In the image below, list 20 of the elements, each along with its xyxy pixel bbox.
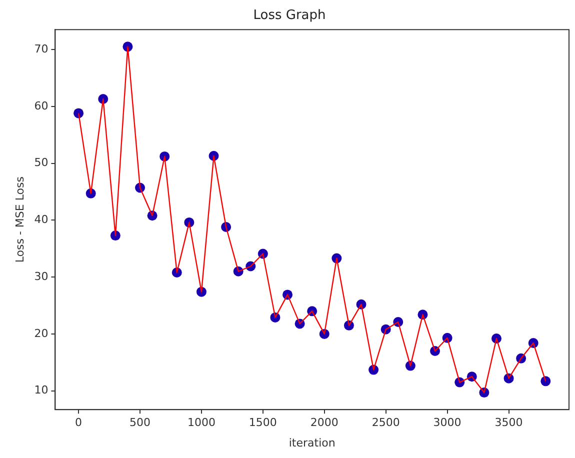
x-tick-label: 3500: [494, 416, 523, 430]
x-tick-label: 1500: [248, 416, 277, 430]
y-tick-label: 20: [34, 326, 48, 340]
y-tick-label: 70: [34, 42, 48, 56]
chart-title: Loss Graph: [253, 8, 326, 24]
x-tick-label: 2500: [372, 416, 400, 430]
x-axis-title: iteration: [288, 436, 336, 450]
y-tick-label: 40: [34, 213, 48, 226]
y-axis-title: Loss - MSE Loss: [13, 176, 26, 263]
x-tick-label: 3000: [433, 416, 462, 430]
y-tick-label: 30: [34, 270, 48, 283]
y-tick-label: 10: [34, 384, 48, 397]
x-tick-label: 1000: [187, 416, 216, 430]
point: [74, 108, 84, 118]
y-tick-label: 50: [34, 156, 48, 170]
x-tick-label: 500: [130, 416, 151, 430]
point: [540, 376, 551, 386]
x-tick-label: 2000: [310, 416, 338, 430]
y-tick-label: 60: [34, 99, 48, 112]
x-tick-label: 0: [75, 416, 82, 430]
